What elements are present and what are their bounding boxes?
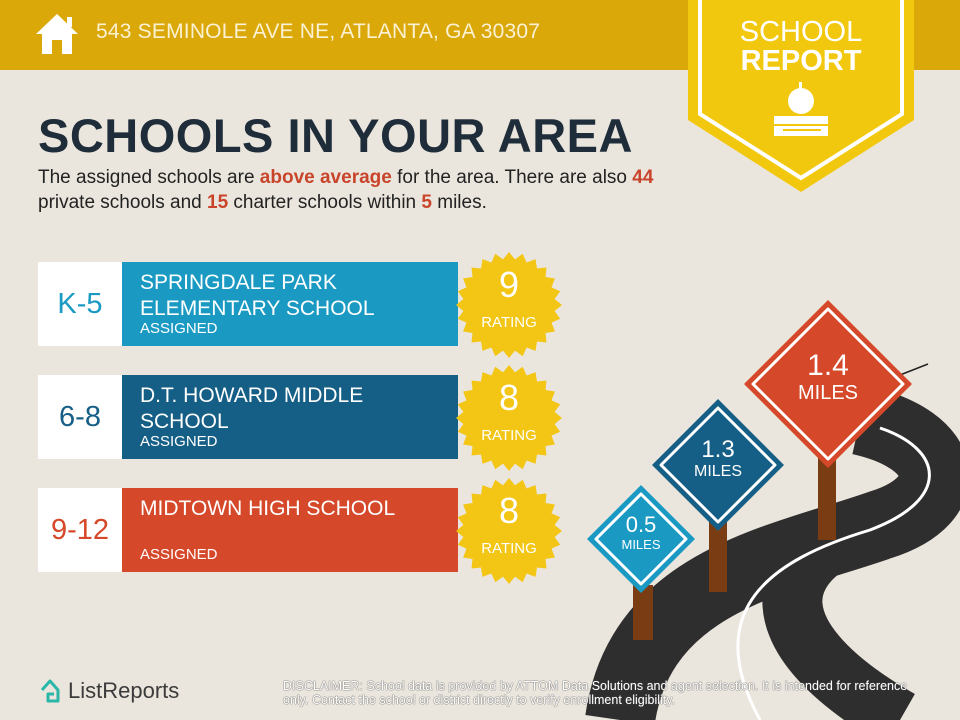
- school-bar: D.T. HOWARD MIDDLE SCHOOL ASSIGNED: [122, 375, 458, 459]
- summary-text: The assigned schools are above average f…: [38, 167, 654, 213]
- road-branch: [762, 491, 916, 720]
- home-icon: [36, 14, 78, 54]
- sign-post: [818, 455, 836, 540]
- logo-house-icon: [40, 679, 60, 703]
- property-address: 543 SEMINOLE AVE NE, ATLANTA, GA 30307: [96, 20, 541, 43]
- school-row: K-5 SPRINGDALE PARK ELEMENTARY SCHOOL AS…: [38, 252, 562, 358]
- rating-starburst: [456, 365, 562, 471]
- sign-post: [709, 520, 727, 592]
- logo-text: ListReports: [68, 678, 180, 703]
- disclaimer: DISCLAIMER: School data is provided by A…: [283, 679, 908, 707]
- school-status: ASSIGNED: [140, 546, 218, 563]
- school-name: D.T. HOWARD MIDDLE SCHOOL: [140, 384, 364, 433]
- rating-value: 8: [498, 490, 520, 531]
- sign-post: [633, 585, 653, 640]
- grade-range: 9-12: [38, 488, 122, 572]
- distance-sign: [659, 406, 777, 524]
- distance-sign: [594, 492, 688, 586]
- grade-range: K-5: [38, 262, 122, 346]
- banner-text: SCHOOL REPORT: [688, 18, 914, 76]
- banner-line1: SCHOOL: [739, 16, 863, 48]
- grade-range: 6-8: [38, 375, 122, 459]
- distance-label: 0.5 MILES: [621, 512, 661, 553]
- school-name: SPRINGDALE PARK ELEMENTARY SCHOOL: [140, 271, 375, 320]
- distance-label: 1.4 MILES: [797, 349, 859, 405]
- banner-line2: REPORT: [740, 45, 862, 77]
- distance-label: 1.3 MILES: [693, 436, 742, 481]
- distance-sign: [751, 307, 905, 461]
- rating-starburst: [456, 252, 562, 358]
- school-row: 6-8 D.T. HOWARD MIDDLE SCHOOL ASSIGNED 8…: [38, 365, 562, 471]
- rating-value: 9: [498, 264, 520, 305]
- school-status: ASSIGNED: [140, 433, 218, 450]
- school-bar: SPRINGDALE PARK ELEMENTARY SCHOOL ASSIGN…: [122, 262, 458, 346]
- rating-starburst: [456, 478, 562, 584]
- rating-label: RATING: [481, 427, 537, 444]
- road-line: [736, 426, 931, 720]
- school-row: 9-12 MIDTOWN HIGH SCHOOL ASSIGNED 8 RATI…: [38, 478, 562, 584]
- page-title: SCHOOLS IN YOUR AREA: [38, 109, 633, 162]
- school-status: ASSIGNED: [140, 320, 218, 337]
- school-bar: MIDTOWN HIGH SCHOOL ASSIGNED: [122, 488, 458, 572]
- rating-label: RATING: [481, 314, 537, 331]
- rating-value: 8: [498, 377, 520, 418]
- school-report-banner: [688, 0, 914, 192]
- school-name: MIDTOWN HIGH SCHOOL: [140, 497, 396, 520]
- rating-label: RATING: [481, 540, 537, 557]
- listreports-logo: ListReports: [38, 678, 179, 704]
